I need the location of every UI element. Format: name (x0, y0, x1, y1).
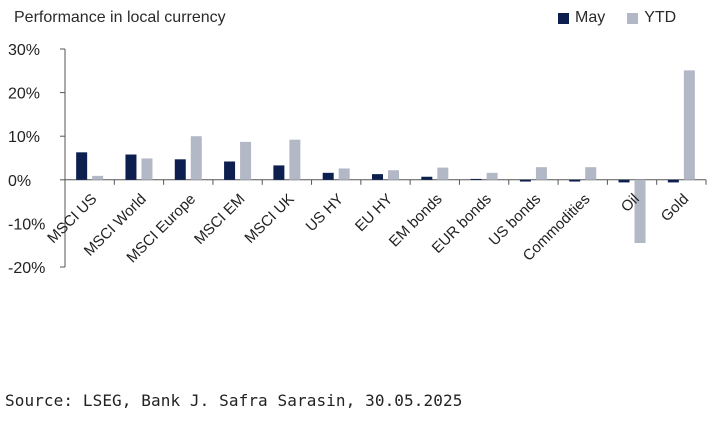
x-category-label: EU HY (352, 191, 396, 235)
bar-ytd-oil (634, 179, 646, 244)
bar-ytd-em-bonds (437, 167, 449, 180)
bar-ytd-msci-uk (289, 139, 301, 180)
bar-may-em-bonds (421, 176, 433, 180)
bar-ytd-gold (683, 70, 695, 180)
x-category-label: MSCI EM (191, 191, 248, 248)
legend-item-ytd: YTD (627, 9, 676, 27)
bar-ytd-us-bonds (535, 167, 547, 180)
bar-may-gold (667, 179, 679, 183)
bar-may-us-bonds (519, 179, 531, 182)
bar-ytd-msci-world (141, 158, 153, 180)
legend-swatch-ytd (627, 12, 639, 24)
x-category-label: MSCI UK (241, 191, 297, 247)
bar-may-eur-bonds (470, 178, 482, 180)
bar-may-eu-hy (372, 174, 383, 180)
bar-may-msci-uk (273, 165, 285, 180)
x-category-label: US HY (303, 191, 347, 235)
bar-may-msci-europe (174, 159, 186, 180)
bar-may-oil (618, 179, 630, 183)
bar-may-msci-world (125, 154, 137, 180)
y-tick-label: 30% (8, 42, 40, 59)
bar-ytd-eur-bonds (486, 172, 498, 180)
legend-swatch-may (558, 12, 569, 24)
bar-ytd-msci-europe (190, 136, 202, 180)
bar-may-commodities (569, 179, 581, 182)
bar-ytd-eu-hy (388, 170, 399, 180)
bar-ytd-commodities (585, 167, 597, 180)
legend-item-may: May (558, 9, 605, 27)
y-tick-label: -20% (8, 260, 45, 277)
source-note: Source: LSEG, Bank J. Safra Sarasin, 30.… (5, 391, 463, 410)
y-tick-label: -10% (8, 216, 45, 233)
bar-may-msci-us (76, 152, 88, 180)
y-tick-label: 20% (8, 86, 40, 103)
bar-ytd-us-hy (338, 168, 350, 180)
y-tick-label: 0% (8, 173, 31, 190)
chart-legend: May YTD (558, 9, 698, 27)
x-category-label: Gold (658, 191, 692, 225)
bar-ytd-msci-em (240, 141, 252, 180)
bar-may-msci-em (224, 161, 236, 180)
bar-ytd-msci-us (92, 175, 104, 180)
chart-title: Performance in local currency (14, 9, 226, 26)
legend-label-ytd: YTD (644, 9, 677, 26)
bar-may-us-hy (322, 172, 334, 180)
y-tick-label: 10% (8, 129, 40, 146)
legend-label-may: May (575, 9, 606, 26)
